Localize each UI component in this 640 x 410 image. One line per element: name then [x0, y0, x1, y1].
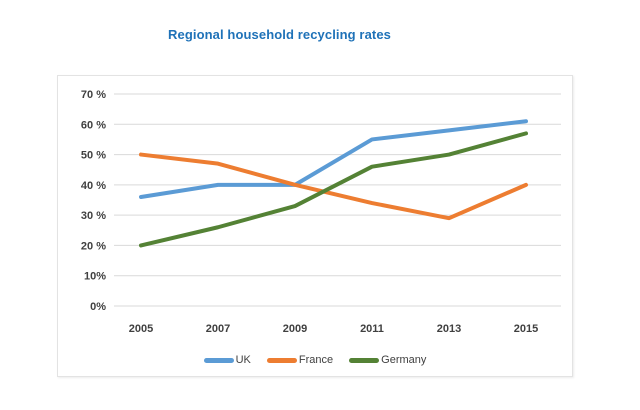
x-axis-tick-label: 2009	[283, 323, 307, 335]
uk-series-line	[139, 119, 528, 199]
x-axis-tick-label: 2011	[360, 323, 384, 335]
legend-swatch-uk	[203, 357, 234, 363]
y-axis-tick-label: 30 %	[81, 210, 106, 222]
legend-label: Germany	[381, 354, 427, 366]
x-axis-tick-label: 2005	[129, 323, 153, 335]
y-axis-tick-label: 70 %	[81, 89, 106, 101]
germany-series-line	[139, 131, 528, 248]
legend-swatch-germany	[349, 357, 380, 363]
chart-title: Regional household recycling rates	[168, 27, 392, 42]
x-axis-tick-label: 2007	[206, 323, 230, 335]
x-axis-tick-label: 2015	[514, 323, 538, 335]
chart-card: 0% 10% 20 % 30 % 40 % 50 % 60 % 70 % 2005 2007 200…	[57, 75, 573, 377]
france-series-line	[139, 152, 528, 221]
x-axis-tick-label: 2013	[437, 323, 461, 335]
legend-item-germany: Germany	[349, 354, 426, 366]
y-axis-tick-label: 50 %	[81, 150, 106, 162]
legend-label: UK	[235, 354, 251, 366]
y-axis-tick-label: 10%	[84, 271, 106, 283]
y-axis-tick-label: 40 %	[81, 180, 106, 192]
chart-legend: UK France Germany	[58, 354, 572, 366]
line-chart: 0% 10% 20 % 30 % 40 % 50 % 60 % 70 % 2005 2007 200…	[81, 89, 561, 335]
legend-item-france: France	[266, 354, 334, 366]
y-axis-tick-label: 0%	[90, 301, 106, 313]
legend-label: France	[298, 354, 334, 366]
y-axis-tick-label: 60 %	[81, 119, 106, 131]
legend-item-uk: UK	[203, 354, 251, 366]
y-axis-tick-label: 20 %	[81, 240, 106, 252]
legend-swatch-france	[266, 357, 297, 363]
